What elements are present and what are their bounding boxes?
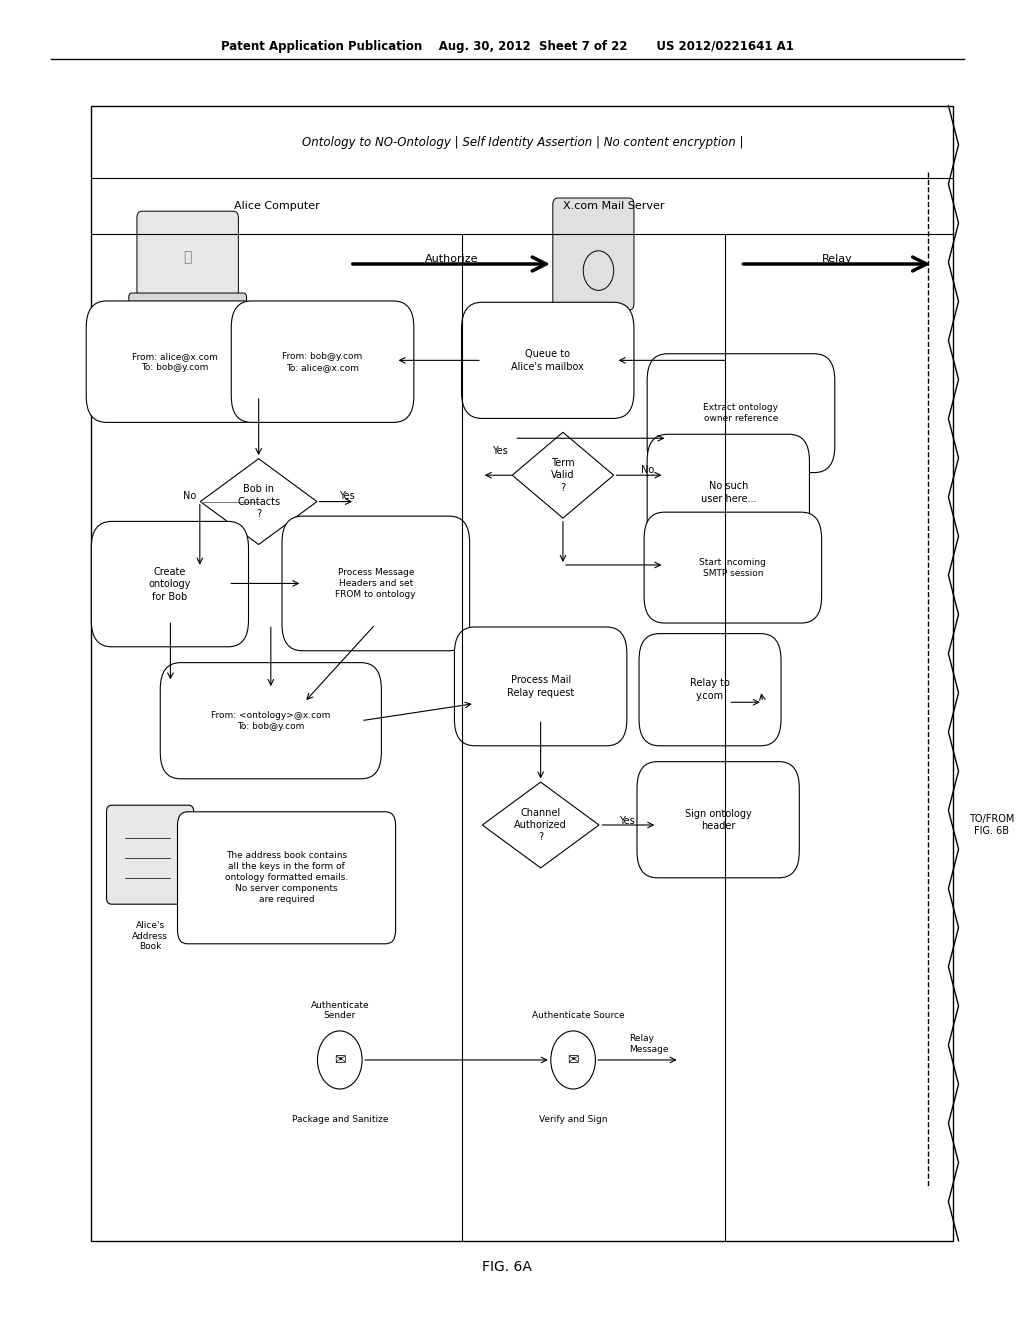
- Text: Yes: Yes: [339, 491, 354, 502]
- Text: Process Mail
Relay request: Process Mail Relay request: [507, 676, 574, 697]
- Text: Sign ontology
header: Sign ontology header: [685, 809, 752, 830]
- Text: The address book contains
all the keys in the form of
ontology formatted emails.: The address book contains all the keys i…: [225, 851, 348, 904]
- Text: Yes: Yes: [618, 816, 635, 826]
- Text: From: bob@y.com
To: alice@x.com: From: bob@y.com To: alice@x.com: [283, 351, 362, 372]
- Text: Authenticate Source: Authenticate Source: [531, 1011, 625, 1020]
- Text: Alice's
Address
Book: Alice's Address Book: [132, 921, 168, 952]
- FancyBboxPatch shape: [553, 198, 634, 310]
- FancyBboxPatch shape: [86, 301, 264, 422]
- Text: Patent Application Publication    Aug. 30, 2012  Sheet 7 of 22       US 2012/022: Patent Application Publication Aug. 30, …: [221, 40, 794, 53]
- FancyBboxPatch shape: [455, 627, 627, 746]
- FancyBboxPatch shape: [125, 333, 251, 362]
- FancyBboxPatch shape: [647, 434, 809, 550]
- Text: No: No: [183, 491, 197, 502]
- Text: From: <ontology>@x.com
To: bob@y.com: From: <ontology>@x.com To: bob@y.com: [211, 710, 331, 731]
- Text: Alice Computer: Alice Computer: [233, 201, 319, 211]
- Bar: [91, 106, 953, 1241]
- Circle shape: [317, 1031, 362, 1089]
- Polygon shape: [201, 459, 317, 544]
- FancyBboxPatch shape: [462, 302, 634, 418]
- Text: Ontology to NO-Ontology | Self Identity Assertion | No content encryption |: Ontology to NO-Ontology | Self Identity …: [302, 136, 743, 149]
- FancyBboxPatch shape: [129, 293, 247, 334]
- Polygon shape: [482, 781, 599, 869]
- Text: FIG. 6A: FIG. 6A: [482, 1261, 532, 1274]
- FancyBboxPatch shape: [137, 211, 239, 304]
- Circle shape: [551, 1031, 595, 1089]
- Text: ✉: ✉: [334, 1053, 346, 1067]
- Text: Queue to
Alice's mailbox: Queue to Alice's mailbox: [511, 350, 584, 371]
- FancyBboxPatch shape: [106, 805, 194, 904]
- Text: Channel
Authorized
?: Channel Authorized ?: [514, 808, 567, 842]
- Text: Extract ontology
owner reference: Extract ontology owner reference: [703, 403, 778, 424]
- Text: Authorize: Authorize: [425, 253, 478, 264]
- Text: Relay to
y.com: Relay to y.com: [690, 678, 730, 701]
- Text: Relay
Message: Relay Message: [629, 1035, 669, 1053]
- FancyBboxPatch shape: [161, 663, 381, 779]
- FancyBboxPatch shape: [177, 812, 395, 944]
- Text: Authenticate
Sender: Authenticate Sender: [310, 1001, 369, 1020]
- Text: Process Message
Headers and set
FROM to ontology: Process Message Headers and set FROM to …: [336, 568, 416, 599]
- Text: Verify and Sign: Verify and Sign: [539, 1115, 607, 1125]
- Text: Create
ontology
for Bob: Create ontology for Bob: [148, 566, 191, 602]
- Text: Relay: Relay: [821, 253, 852, 264]
- Text: From: alice@x.com
To: bob@y.com: From: alice@x.com To: bob@y.com: [132, 351, 218, 372]
- FancyBboxPatch shape: [91, 521, 249, 647]
- FancyBboxPatch shape: [231, 301, 414, 422]
- Text: TO/FROM
FIG. 6B: TO/FROM FIG. 6B: [969, 814, 1014, 836]
- Text: Start incoming
SMTP session: Start incoming SMTP session: [699, 557, 766, 578]
- Text: No: No: [641, 465, 653, 475]
- Text: Bob in
Contacts
?: Bob in Contacts ?: [238, 484, 281, 519]
- FancyBboxPatch shape: [637, 762, 800, 878]
- Text: Package and Sanitize: Package and Sanitize: [292, 1115, 388, 1125]
- Text: Term
Valid
?: Term Valid ?: [551, 458, 574, 492]
- FancyBboxPatch shape: [647, 354, 835, 473]
- Text: ⬛: ⬛: [183, 251, 191, 264]
- FancyBboxPatch shape: [282, 516, 470, 651]
- Text: Yes: Yes: [493, 446, 508, 457]
- Text: ✉: ✉: [567, 1053, 579, 1067]
- Text: X.com Mail Server: X.com Mail Server: [563, 201, 665, 211]
- Polygon shape: [512, 433, 613, 517]
- FancyBboxPatch shape: [639, 634, 781, 746]
- FancyBboxPatch shape: [644, 512, 821, 623]
- Text: No such
user here...: No such user here...: [700, 482, 756, 503]
